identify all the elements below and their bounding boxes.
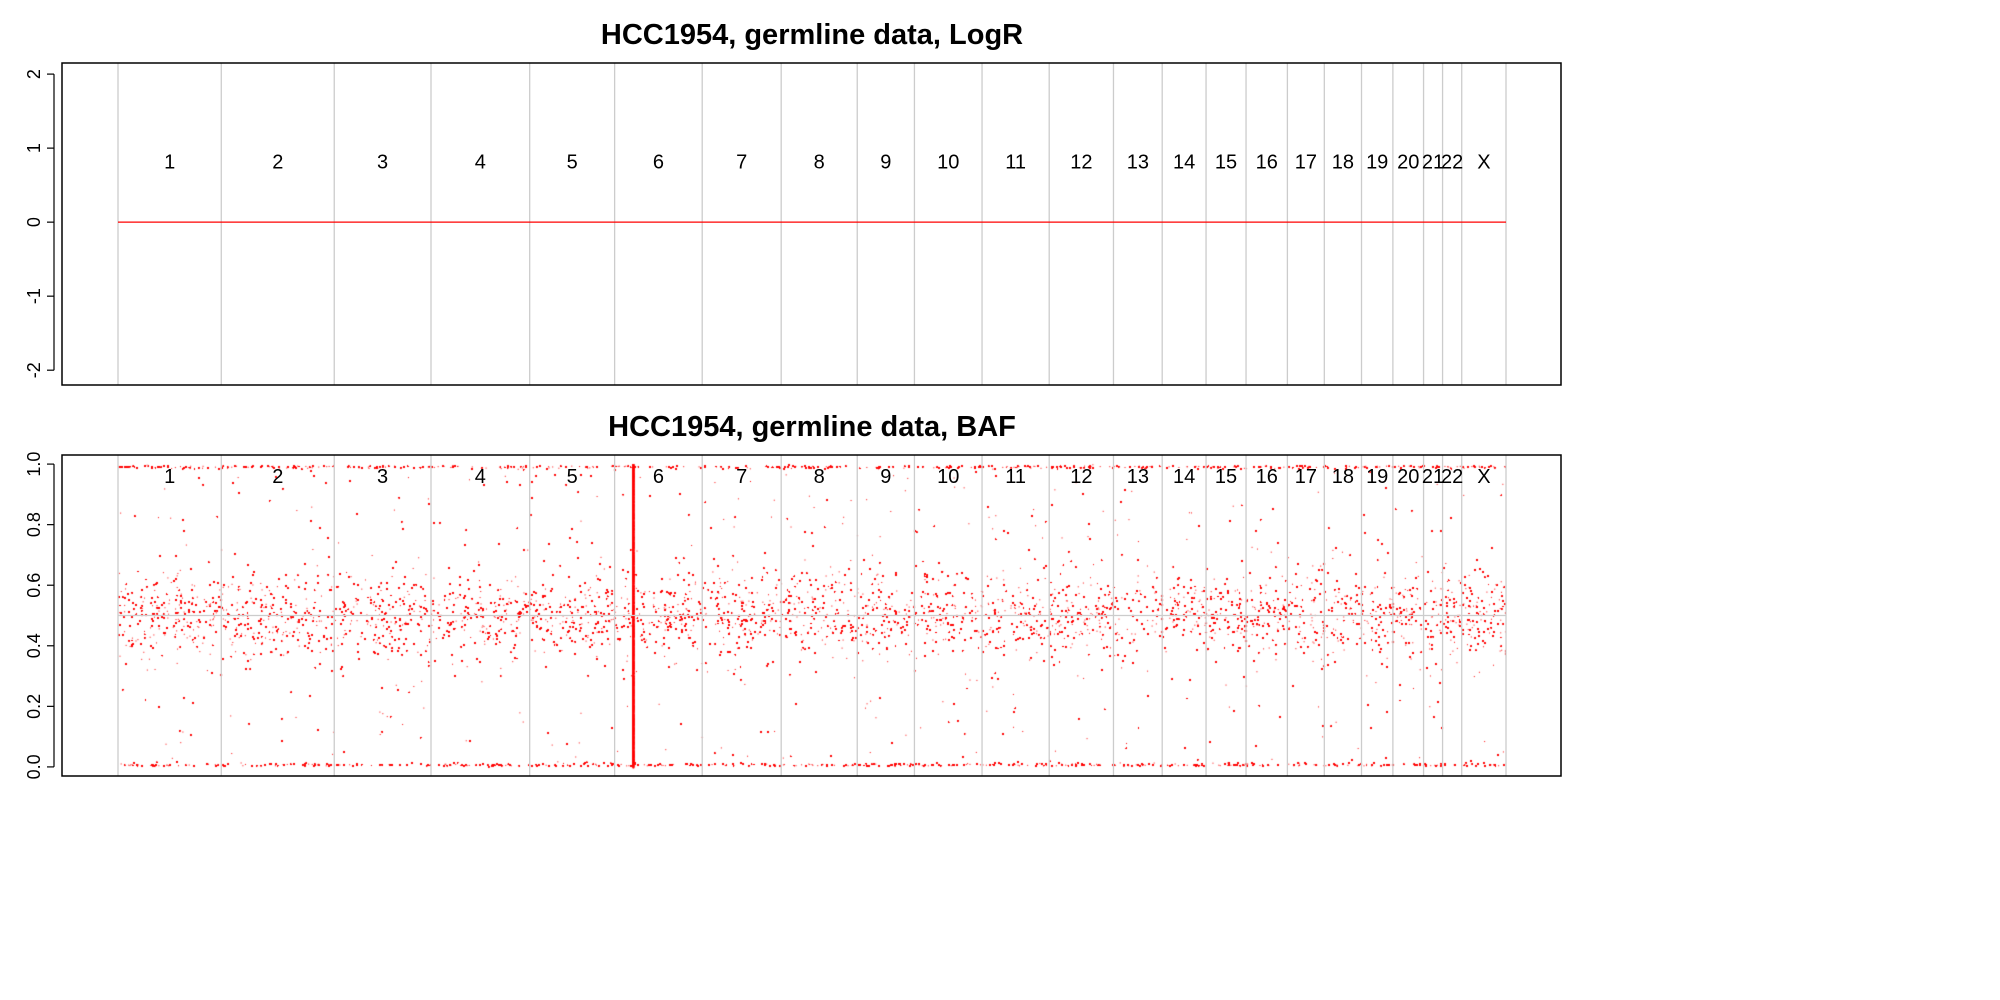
chromosome-label: 22 bbox=[1441, 466, 1463, 488]
chromosome-label: 15 bbox=[1215, 151, 1237, 173]
logr-title: HCC1954, germline data, LogR bbox=[601, 19, 1023, 51]
chromosome-label: X bbox=[1477, 466, 1490, 488]
baf-title: HCC1954, germline data, BAF bbox=[608, 411, 1016, 443]
chromosome-label: 11 bbox=[1005, 151, 1026, 173]
chromosome-label: 20 bbox=[1397, 151, 1419, 173]
chromosome-label: 7 bbox=[736, 466, 747, 488]
chromosome-label: X bbox=[1477, 151, 1490, 173]
chromosome-label: 13 bbox=[1127, 466, 1149, 488]
chromosome-label: 9 bbox=[880, 151, 891, 173]
chromosome-label: 4 bbox=[475, 466, 486, 488]
chromosome-label: 16 bbox=[1256, 466, 1278, 488]
y-tick-label: 0.0 bbox=[24, 754, 44, 779]
y-tick-label: 2 bbox=[24, 69, 44, 79]
chromosome-label: 8 bbox=[814, 151, 825, 173]
chromosome-label: 5 bbox=[567, 151, 578, 173]
chromosome-label: 1 bbox=[164, 151, 175, 173]
chromosome-label: 6 bbox=[653, 151, 664, 173]
y-tick-label: -2 bbox=[24, 362, 44, 378]
logr-panel: HCC1954, germline data, LogR 1 2 3 4 5 6 7 8 9 10… bbox=[24, 19, 1562, 386]
chromosome-label: 17 bbox=[1295, 151, 1317, 173]
chromosome-label: 1 bbox=[164, 466, 175, 488]
y-tick-label: 0.2 bbox=[24, 694, 44, 719]
chromosome-label: 21 bbox=[1422, 466, 1444, 488]
y-tick-label: 1.0 bbox=[24, 452, 44, 477]
y-tick-label: 0 bbox=[24, 217, 44, 227]
chromosome-label: 12 bbox=[1070, 466, 1092, 488]
y-tick-label: 1 bbox=[24, 143, 44, 153]
chromosome-label: 14 bbox=[1173, 466, 1195, 488]
chromosome-label: 7 bbox=[736, 151, 747, 173]
logr-chromosome-grid bbox=[117, 63, 1507, 385]
baf-chromosome-grid bbox=[117, 455, 1507, 776]
figure: HCC1954, germline data, LogR 1 2 3 4 5 6 7 8 9 10… bbox=[24, 19, 1562, 779]
chromosome-label: 15 bbox=[1215, 466, 1237, 488]
y-tick-label: 0.8 bbox=[24, 512, 44, 537]
chromosome-label: 5 bbox=[567, 466, 578, 488]
chromosome-label: 11 bbox=[1005, 466, 1026, 488]
chromosome-label: 12 bbox=[1070, 151, 1092, 173]
y-tick-label: 0.4 bbox=[24, 633, 44, 658]
chromosome-label: 4 bbox=[475, 151, 486, 173]
chromosome-label: 14 bbox=[1173, 151, 1195, 173]
chromosome-label: 19 bbox=[1366, 151, 1388, 173]
chromosome-label: 22 bbox=[1441, 151, 1463, 173]
chromosome-label: 8 bbox=[814, 466, 825, 488]
y-tick-label: 0.6 bbox=[24, 573, 44, 598]
chromosome-label: 18 bbox=[1332, 466, 1354, 488]
chromosome-label: 17 bbox=[1295, 466, 1317, 488]
chromosome-label: 21 bbox=[1422, 151, 1444, 173]
chromosome-label: 18 bbox=[1332, 151, 1354, 173]
baf-panel: HCC1954, germline data, BAF 1 2 3 4 5 6 7 8 9 10 1… bbox=[24, 411, 1562, 779]
chromosome-label: 19 bbox=[1366, 466, 1388, 488]
chromosome-label: 2 bbox=[272, 151, 283, 173]
baf-y-axis: 0.0 0.2 0.4 0.6 0.8 1.0 bbox=[24, 452, 55, 779]
chromosome-label: 20 bbox=[1397, 466, 1419, 488]
logr-y-axis: -2 -1 0 1 2 bbox=[24, 69, 55, 378]
baf-plot-frame bbox=[61, 454, 1562, 777]
chromosome-label: 10 bbox=[937, 466, 959, 488]
chromosome-label: 6 bbox=[653, 466, 664, 488]
chromosome-label: 16 bbox=[1256, 151, 1278, 173]
chromosome-label: 3 bbox=[377, 151, 388, 173]
chromosome-label: 13 bbox=[1127, 151, 1149, 173]
chromosome-label: 3 bbox=[377, 466, 388, 488]
chromosome-label: 10 bbox=[937, 151, 959, 173]
logr-plot-frame bbox=[61, 62, 1562, 386]
y-tick-label: -1 bbox=[24, 288, 44, 304]
chromosome-label: 2 bbox=[272, 466, 283, 488]
chromosome-label: 9 bbox=[880, 466, 891, 488]
